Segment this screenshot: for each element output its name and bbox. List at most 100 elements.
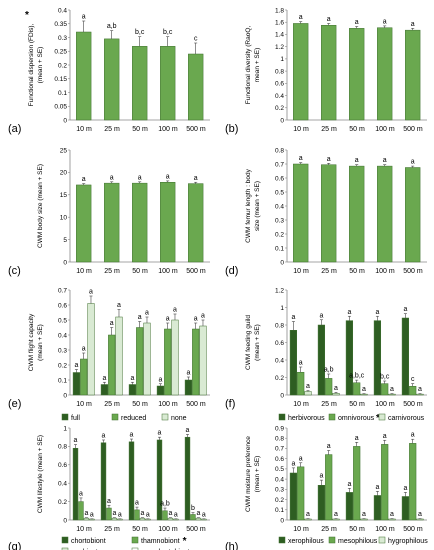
bar <box>199 325 207 396</box>
chart-panel-e: (e) CWM flight capacity (mean + SE) 0 0.1 0.2… <box>8 287 210 422</box>
bar <box>297 466 305 521</box>
x-tick-label: 10 m <box>293 401 309 408</box>
bar <box>325 378 333 396</box>
y-axis-title: CWM feeding guild <box>245 315 252 370</box>
significance-letter: a <box>79 490 83 497</box>
y-tick-label: 0.6 <box>58 302 67 309</box>
y-tick-label: 0.4 <box>58 7 67 14</box>
y-tick-label: 0.05 <box>54 104 67 111</box>
x-tick-label: 100 m <box>375 268 395 275</box>
bar <box>388 393 396 396</box>
bar <box>156 385 165 396</box>
legend-swatch <box>61 413 69 421</box>
x-tick-label: 500 m <box>403 401 423 408</box>
bar <box>128 384 137 396</box>
bar <box>108 334 116 396</box>
x-tick-label: 10 m <box>293 126 309 133</box>
y-tick-label: 0.4 <box>58 481 67 488</box>
bar <box>78 501 84 521</box>
bar <box>132 182 148 263</box>
bar <box>162 510 168 521</box>
bar <box>167 517 174 521</box>
bar <box>184 436 191 521</box>
x-tick-label: 10 m <box>76 526 92 533</box>
significance-letter: a <box>403 485 407 492</box>
legend-label: mesophilous <box>338 538 378 545</box>
significance-letter: a <box>173 307 177 314</box>
bar <box>87 303 95 396</box>
significance-letter: a <box>355 157 359 164</box>
significance-letter: a <box>327 443 331 450</box>
legend-label: hygrophilous <box>388 538 428 545</box>
significance-letter: a <box>403 306 407 313</box>
significance-letter: a <box>166 316 170 323</box>
significance-letter: a,b <box>324 367 334 374</box>
significance-letter: b,c <box>135 29 145 36</box>
bar <box>89 518 95 521</box>
bar <box>143 322 151 396</box>
y-tick-label: 0 <box>63 117 67 124</box>
bar <box>100 384 109 396</box>
significance-letter: b,c <box>163 29 173 36</box>
bar <box>377 165 393 263</box>
x-tick-label: 500 m <box>403 268 423 275</box>
bar <box>388 518 396 521</box>
significance-letter: a <box>334 511 338 518</box>
bar <box>160 46 176 121</box>
legend-label: xerophilous <box>288 538 324 545</box>
bar <box>192 328 200 396</box>
bar <box>128 441 135 521</box>
significance-letter: a <box>118 511 122 518</box>
chart-panel-g: (g) CWM lifestyle (mean + SE) 0 0.2 0.4 0.6 0.… <box>8 425 210 550</box>
bar <box>353 382 361 396</box>
y-tick-label: 0.2 <box>58 499 67 506</box>
bar <box>145 518 151 521</box>
bar <box>381 383 389 396</box>
bar <box>104 182 120 263</box>
y-axis-title: (mean + SE) <box>37 324 44 361</box>
panel-label: (h) <box>225 541 238 550</box>
significance-letter: a <box>194 175 198 182</box>
significance-letter: a <box>362 386 366 393</box>
y-tick-label: 25 <box>60 147 68 154</box>
bar <box>405 167 421 263</box>
bar <box>139 517 146 521</box>
significance-letter: a <box>135 500 139 507</box>
significance-letter: a <box>411 21 415 28</box>
significance-letter: a <box>168 510 172 517</box>
bar <box>289 330 298 396</box>
bar <box>160 182 176 263</box>
bar <box>80 358 88 396</box>
significance-letter: a <box>146 511 150 518</box>
x-tick-label: 25 m <box>104 526 120 533</box>
chart-panel-h: (h) CWM moisture preference (mean + SE) 0 0.… <box>225 425 428 550</box>
bar <box>349 165 365 263</box>
significance-letter: a <box>186 370 190 377</box>
x-tick-label: 100 m <box>158 526 178 533</box>
bar <box>117 518 123 521</box>
bar <box>297 372 305 396</box>
y-tick-label: 0.7 <box>275 446 284 453</box>
y-tick-label: 15 <box>60 192 68 199</box>
chart-panel-d: (d) CWM femur length : body size (mean + S… <box>225 147 427 277</box>
significance-letter: a <box>418 386 422 393</box>
significance-letter: a <box>158 430 162 437</box>
y-tick-label: 1.6 <box>275 20 284 27</box>
bar <box>317 324 326 396</box>
panel-label: (g) <box>8 541 21 550</box>
bar <box>416 393 424 396</box>
x-tick-label: 25 m <box>104 401 120 408</box>
y-tick-label: 0 <box>63 259 67 266</box>
bar <box>381 444 389 521</box>
chart-panel-f: (f) CWM feeding guild (mean + SE) 0 0.2 0.4 0.… <box>225 287 427 424</box>
y-tick-label: 0.3 <box>58 35 67 42</box>
y-tick-label: 0.3 <box>275 487 284 494</box>
y-tick-label: 0 <box>280 517 284 524</box>
y-tick-label: 0.1 <box>275 507 284 514</box>
bar <box>401 317 410 396</box>
x-tick-label: 500 m <box>186 268 206 275</box>
y-tick-label: 0.6 <box>275 340 284 347</box>
significance-letter: a <box>174 511 178 518</box>
bar <box>83 517 90 521</box>
